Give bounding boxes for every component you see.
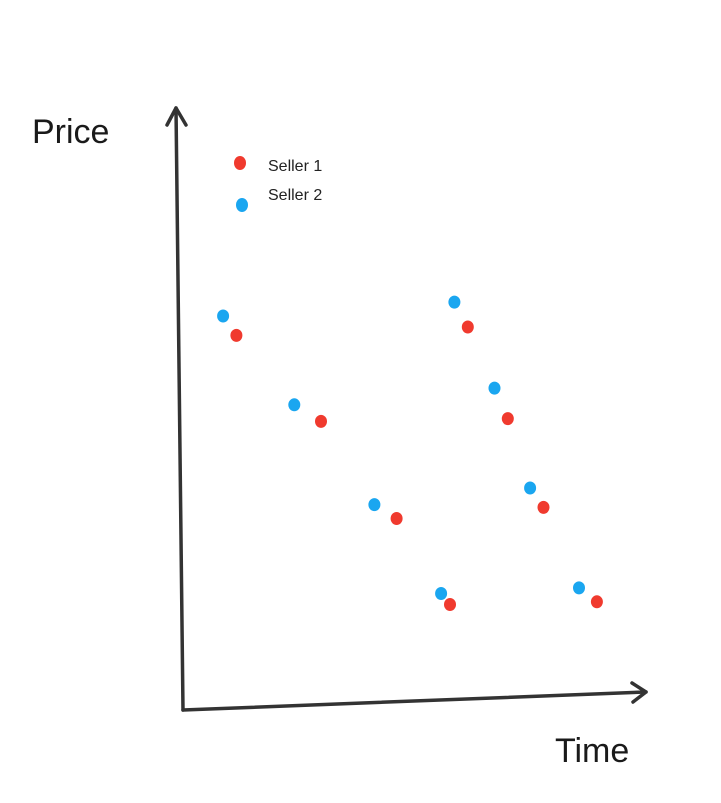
point-seller-2-5 [448,295,461,309]
legend: Seller 1 Seller 2 [234,156,322,212]
legend-label-seller-1: Seller 1 [268,158,322,175]
data-points [217,295,603,611]
x-axis-arrowhead [630,681,648,704]
point-seller-1-8 [590,595,603,609]
point-seller-1-4 [444,598,456,611]
legend-marker-seller-1 [234,156,246,170]
y-axis-arrowhead [165,106,188,127]
x-axis-line [181,690,648,712]
legend-marker-seller-2 [236,198,248,212]
point-seller-2-6 [488,381,501,395]
point-seller-1-5 [461,320,474,334]
point-seller-1-1 [230,328,243,342]
legend-label-seller-2: Seller 2 [268,187,322,204]
point-seller-2-7 [524,481,537,495]
y-axis-line [174,106,185,712]
point-seller-2-8 [573,581,585,595]
point-seller-1-7 [537,500,550,514]
point-seller-1-3 [390,512,403,525]
point-seller-2-2 [288,398,301,412]
y-axis-label: Price [32,113,109,151]
point-seller-2-3 [368,498,381,512]
point-seller-1-2 [315,414,327,428]
point-seller-1-6 [501,412,514,426]
point-seller-2-1 [217,309,230,323]
point-seller-2-4 [435,587,448,600]
x-axis-label: Time [555,732,629,770]
axes [165,106,648,712]
